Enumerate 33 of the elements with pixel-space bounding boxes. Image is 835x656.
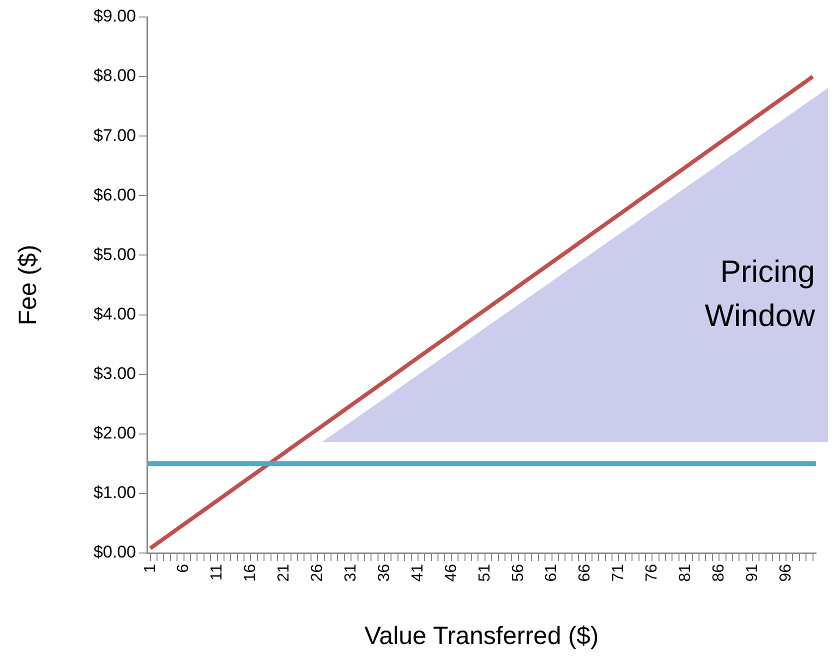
y-tick-label: $7.00: [93, 126, 136, 145]
y-axis-title: Fee ($): [14, 244, 42, 326]
x-tick-label: 16: [242, 564, 260, 582]
x-tick-label: 66: [576, 564, 594, 582]
y-tick-label: $4.00: [93, 304, 136, 324]
x-tick-label: 71: [610, 564, 628, 582]
y-tick-label: $1.00: [93, 483, 136, 502]
x-tick-label: 36: [376, 564, 393, 582]
x-tick-label: 11: [208, 564, 226, 581]
x-tick-label: 26: [309, 564, 326, 582]
x-tick-label: 81: [677, 564, 694, 582]
y-tick-label: $9.00: [93, 6, 136, 26]
x-tick-label: 96: [777, 564, 794, 582]
y-tick-label: $2.00: [93, 424, 136, 443]
y-tick-label: $0.00: [93, 542, 136, 562]
y-tick-label: $5.00: [93, 244, 136, 264]
y-tick-label: $6.00: [93, 185, 136, 204]
x-tick-label: 51: [476, 564, 494, 582]
x-tick-label: 41: [409, 564, 426, 582]
x-tick-label: 21: [276, 564, 293, 582]
x-tick-label: 91: [744, 564, 761, 582]
y-tick-label: $8.00: [93, 66, 136, 86]
y-tick-label: $3.00: [93, 364, 136, 384]
x-axis-title: Value Transferred ($): [364, 622, 599, 650]
x-tick-label: 76: [644, 564, 661, 582]
x-tick-label: 61: [543, 564, 560, 582]
annotation: Pricing Window: [704, 253, 815, 335]
x-tick-label: 46: [442, 564, 460, 582]
x-tick-label: 31: [342, 564, 360, 582]
x-tick-label: 1: [142, 564, 159, 573]
x-tick-label: 56: [510, 564, 527, 582]
x-tick-label: 86: [710, 564, 728, 582]
x-tick-label: 6: [175, 564, 192, 573]
